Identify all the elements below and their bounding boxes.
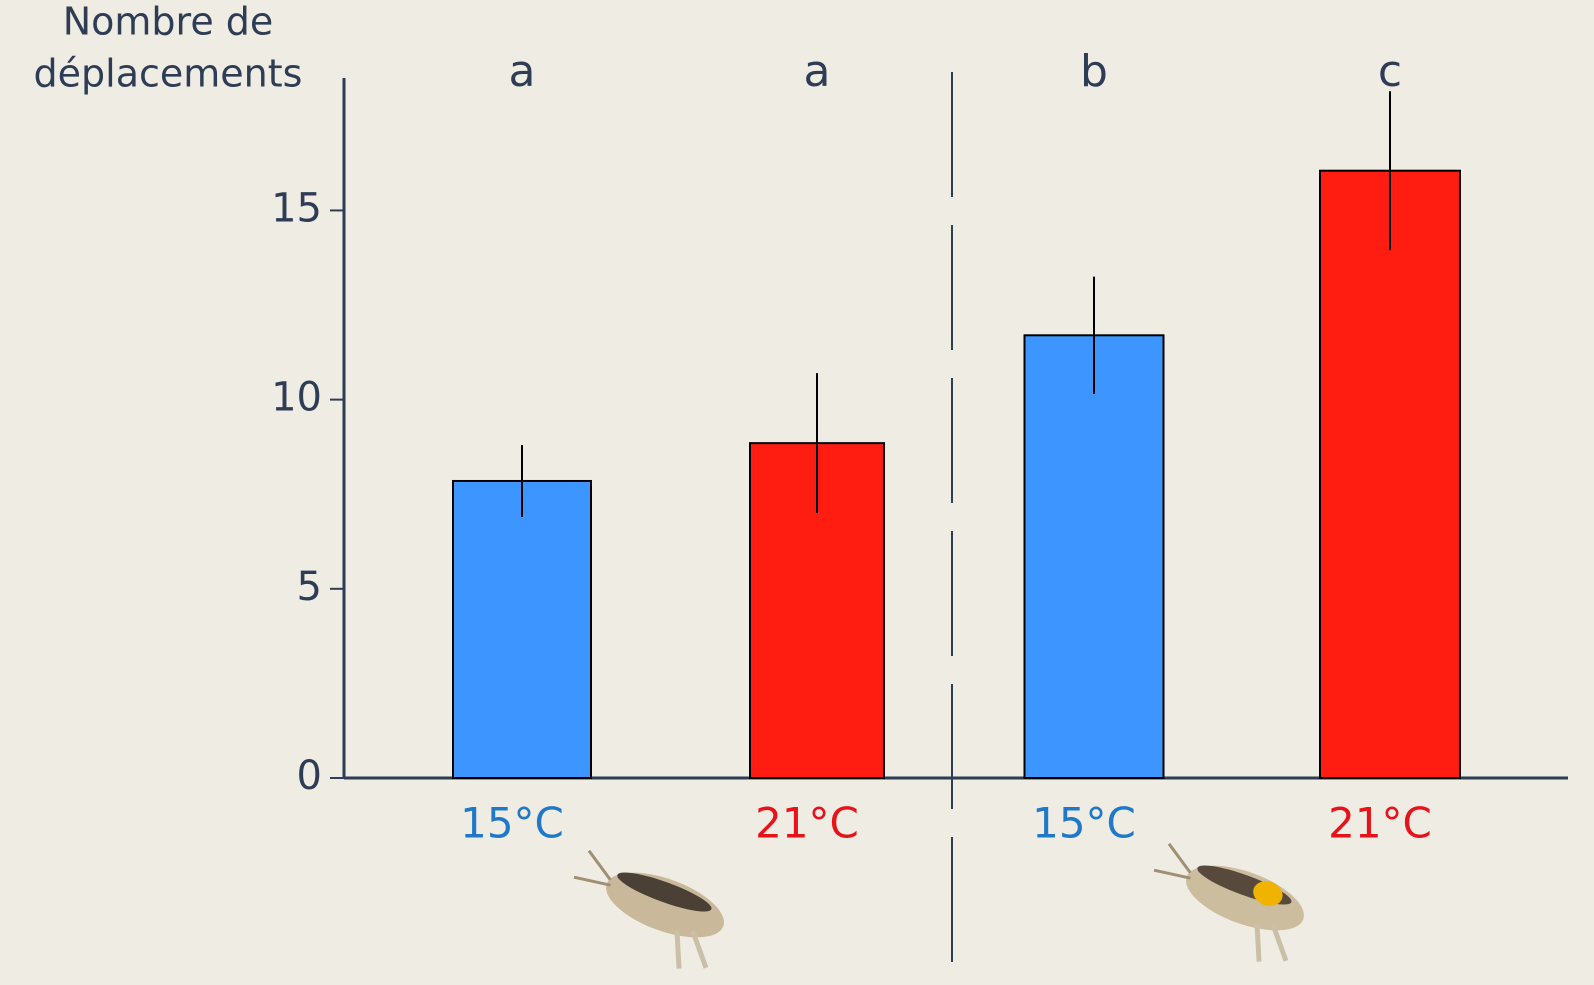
x-tick-label: 21°C [755,799,859,848]
significance-letter: b [1080,46,1108,97]
significance-letter: c [1378,46,1402,97]
chart: Nombre de déplacements 0 5 10 15 15°C a 21°C a 1… [0,0,1594,985]
y-tick-label: 0 [297,753,322,799]
bar [1320,171,1460,778]
bar [453,481,591,778]
y-tick-label: 15 [271,185,322,231]
x-tick-label: 15°C [460,799,564,848]
significance-letter: a [804,46,831,97]
x-tick-label: 21°C [1328,799,1432,848]
y-axis-label: déplacements [34,52,303,96]
x-tick-label: 15°C [1032,799,1136,848]
y-tick-label: 10 [271,375,322,421]
bar [1025,335,1164,778]
y-tick-label: 5 [297,564,322,610]
y-axis-label: Nombre de [63,0,274,44]
significance-letter: a [509,46,536,97]
